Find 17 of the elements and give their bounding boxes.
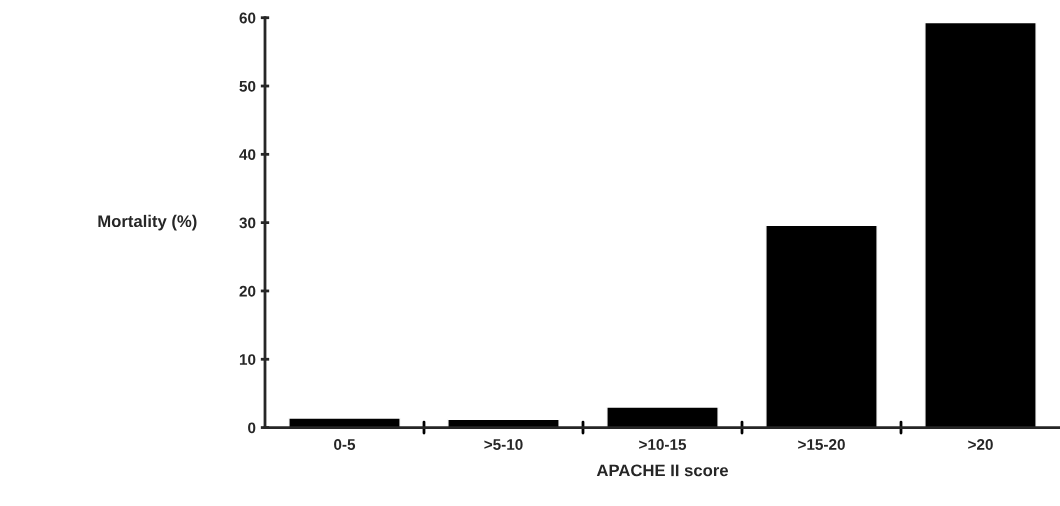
y-tick-label: 50: [239, 80, 256, 92]
x-axis-title: APACHE II score: [596, 464, 728, 477]
bar: [606, 406, 719, 428]
y-tick-label: 30: [239, 217, 256, 229]
bar: [765, 224, 878, 428]
y-axis-title: Mortality (%): [98, 214, 197, 231]
y-tick-label: 20: [239, 285, 256, 297]
x-tick-label: 0-5: [334, 439, 356, 450]
x-tick-label: >20: [968, 439, 993, 450]
x-tick-label: >15-20: [798, 439, 845, 450]
x-tick-label: >5-10: [484, 439, 523, 450]
x-tick-label: >10-15: [639, 439, 687, 450]
y-tick-label: 0: [248, 422, 256, 434]
y-tick-label: 60: [239, 12, 256, 24]
y-tick-label: 10: [239, 354, 256, 365]
bar: [924, 21, 1037, 428]
y-tick-label: 40: [239, 149, 256, 161]
